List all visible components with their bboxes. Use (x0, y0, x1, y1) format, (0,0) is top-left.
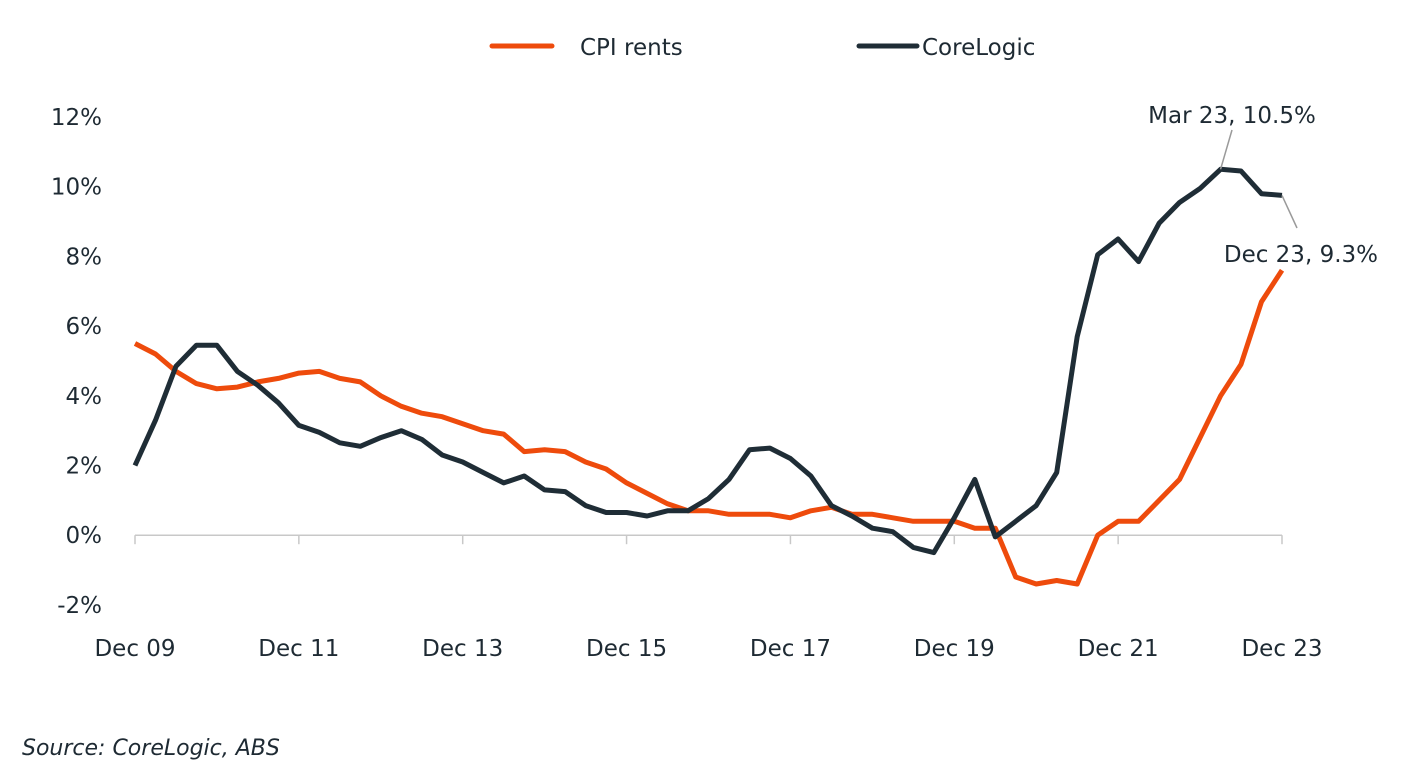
x-tick-label: Dec 15 (586, 636, 667, 662)
annotation-label: Mar 23, 10.5% (1148, 103, 1316, 129)
x-axis: Dec 09 Dec 11 Dec 13 Dec 15 Dec 17 Dec 19 Dec … (94, 534, 1323, 662)
y-tick-label: 6% (66, 314, 103, 340)
y-tick-label: 0% (66, 523, 103, 549)
series-line-corelogic (132, 166, 1283, 556)
rent-growth-line-chart: CPI rents CoreLogic 12% 10% 8% 6% 4% 2% 0% -2% D… (51, 35, 1378, 662)
y-tick-label: 4% (66, 384, 103, 410)
x-tick-label: Dec 21 (1078, 636, 1159, 662)
annotations: Mar 23, 10.5% Dec 23, 9.3% (1148, 103, 1378, 268)
annotation-label: Dec 23, 9.3% (1224, 242, 1378, 268)
series-lines (132, 166, 1285, 587)
x-tick-label: Dec 17 (750, 636, 831, 662)
source-note: Source: CoreLogic, ABS (22, 736, 280, 761)
y-tick-label: 10% (51, 175, 102, 201)
y-tick-label: 8% (66, 244, 103, 270)
y-tick-label: 2% (66, 454, 103, 480)
y-axis: 12% 10% 8% 6% 4% 2% 0% -2% (51, 105, 102, 619)
legend-label: CPI rents (580, 35, 683, 61)
x-tick-label: Dec 11 (258, 636, 339, 662)
y-tick-label: 12% (51, 105, 102, 131)
legend-label: CoreLogic (922, 35, 1035, 61)
annotation-leader (1219, 129, 1233, 170)
series-line-cpi-rents (133, 268, 1285, 587)
annotation-leader (1281, 195, 1298, 229)
x-tick-label: Dec 13 (422, 636, 503, 662)
x-tick-label: Dec 23 (1241, 636, 1322, 662)
x-tick-label: Dec 19 (914, 636, 995, 662)
y-tick-label: -2% (57, 593, 102, 619)
x-tick-label: Dec 09 (94, 636, 175, 662)
legend: CPI rents CoreLogic (489, 35, 1035, 61)
